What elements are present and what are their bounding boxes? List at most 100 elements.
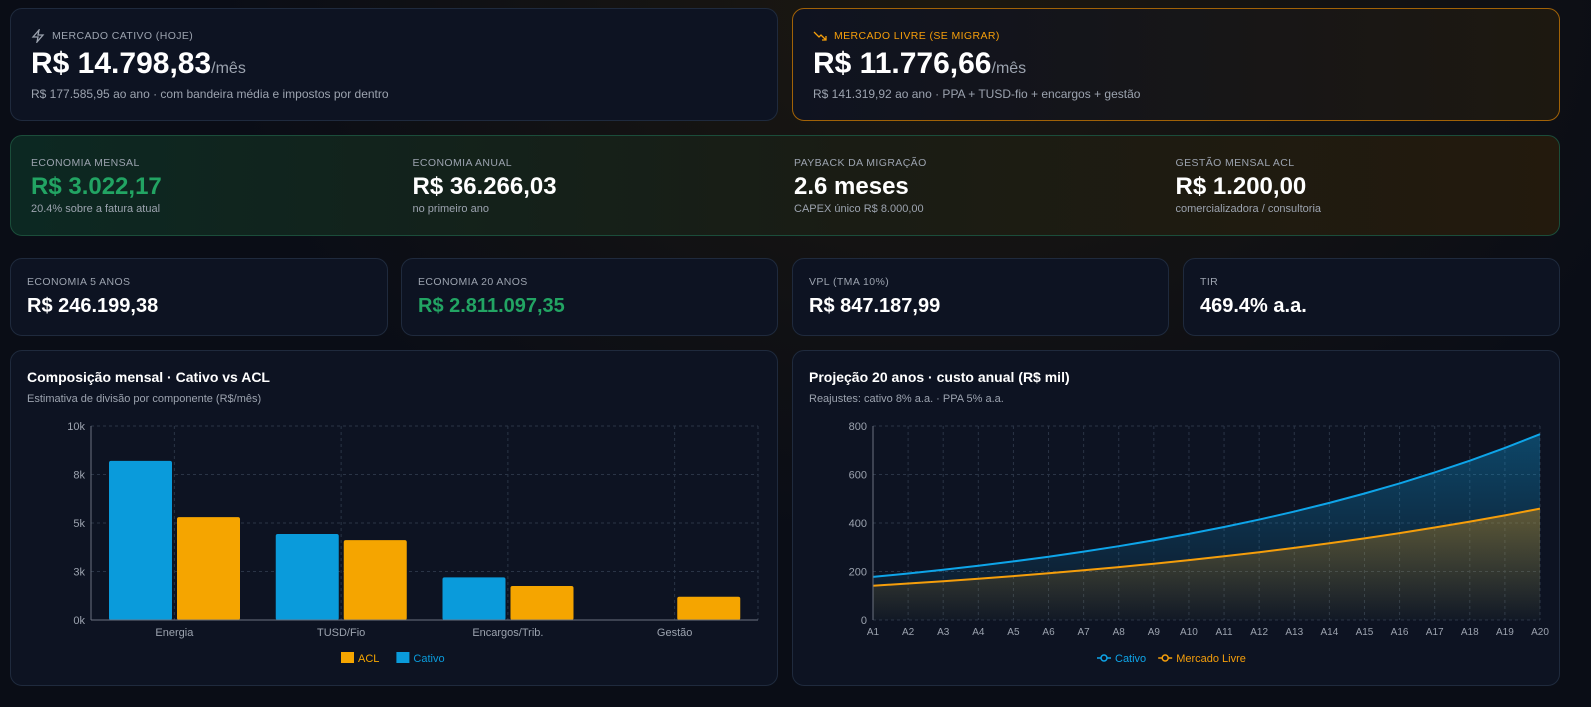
chart-title: Composição mensal · Cativo vs ACL: [27, 369, 270, 385]
x-tick-label: TUSD/Fio: [317, 627, 365, 639]
metric-card: ECONOMIA 5 ANOS R$ 246.199,38: [10, 258, 388, 336]
x-tick-label: A6: [1042, 627, 1055, 638]
x-tick-label: A16: [1391, 627, 1409, 638]
x-tick-label: A1: [867, 627, 880, 638]
y-tick-label: 0: [861, 615, 867, 627]
x-tick-label: A10: [1180, 627, 1198, 638]
y-tick-label: 400: [849, 518, 867, 530]
legend-label: Cativo: [413, 653, 444, 665]
x-tick-label: A11: [1216, 627, 1233, 638]
metric-card: ECONOMIA 20 ANOS R$ 2.811.097,35: [401, 258, 778, 336]
legend-swatch: [341, 652, 354, 663]
area: [873, 508, 1540, 620]
y-tick-label: 200: [849, 567, 867, 579]
metric-label: VPL (TMA 10%): [809, 276, 890, 288]
legend-label: Mercado Livre: [1176, 653, 1246, 665]
kpi-note: comercializadora / consultoria: [1175, 203, 1322, 215]
chart-subtitle: Estimativa de divisão por componente (R$…: [27, 393, 261, 405]
x-tick-label: A5: [1007, 627, 1020, 638]
legend-dot: [1161, 654, 1169, 662]
x-tick-label: Gestão: [657, 627, 692, 639]
card-note: R$ 177.585,95 ao ano · com bandeira médi…: [31, 87, 389, 101]
kpi-note: CAPEX único R$ 8.000,00: [794, 203, 924, 215]
metric-label: TIR: [1200, 276, 1219, 288]
x-tick-label: A18: [1461, 627, 1479, 638]
x-tick-label: A13: [1285, 627, 1303, 638]
x-tick-label: A12: [1250, 627, 1268, 638]
x-tick-label: A3: [937, 627, 950, 638]
card-note: R$ 141.319,92 ao ano · PPA + TUSD-fio + …: [813, 87, 1141, 101]
y-tick-label: 600: [849, 470, 867, 482]
x-tick-label: A19: [1496, 627, 1514, 638]
legend-label: ACL: [358, 653, 379, 665]
metric-value: 469.4% a.a.: [1200, 295, 1307, 317]
x-tick-label: A20: [1531, 627, 1549, 638]
kpi-label: PAYBACK DA MIGRAÇÃO: [794, 157, 927, 169]
bar: [442, 577, 506, 620]
line-panel: Projeção 20 anos · custo anual (R$ mil) R…: [792, 350, 1560, 686]
value: R$ 14.798,83: [31, 47, 212, 80]
line-chart: Projeção 20 anos · custo anual (R$ mil) R…: [809, 369, 1549, 665]
kpi-value: R$ 36.266,03: [412, 173, 557, 200]
metric-card: VPL (TMA 10%) R$ 847.187,99: [792, 258, 1169, 336]
legend-label: Cativo: [1115, 653, 1146, 665]
kpi-value: 2.6 meses: [794, 173, 909, 200]
x-tick-label: A15: [1356, 627, 1374, 638]
cativo-card: MERCADO CATIVO (HOJE) R$ 14.798,83/mês R…: [10, 8, 778, 121]
legend-dot: [1100, 654, 1108, 662]
card-value: R$ 14.798,83/mês: [31, 47, 246, 81]
kpi-note: no primeiro ano: [412, 203, 489, 215]
kpi-value: R$ 1.200,00: [1175, 173, 1307, 200]
x-tick-label: A7: [1078, 627, 1091, 638]
bar: [177, 517, 240, 620]
line: [872, 433, 1541, 578]
metric-value: R$ 2.811.097,35: [418, 295, 565, 317]
livre-card: MERCADO LIVRE (SE MIGRAR) R$ 11.776,66/m…: [792, 8, 1560, 121]
metric-value: R$ 847.187,99: [809, 295, 941, 317]
trend-icon: [813, 31, 827, 41]
x-tick-label: A2: [902, 627, 915, 638]
metric-label: ECONOMIA 5 ANOS: [27, 276, 131, 288]
card-value: R$ 11.776,66/mês: [813, 47, 1026, 81]
y-tick-label: 0k: [73, 615, 85, 627]
legend-swatch: [396, 652, 410, 663]
savings-strip: ECONOMIA MENSAL R$ 3.022,17 20.4% sobre a …: [10, 135, 1560, 236]
bar: [109, 460, 172, 620]
y-tick-label: 5k: [73, 518, 85, 530]
x-tick-label: Encargos/Trib.: [472, 627, 543, 639]
x-tick-label: A4: [972, 627, 985, 638]
x-tick-label: A9: [1148, 627, 1161, 638]
x-tick-label: A17: [1426, 627, 1444, 638]
bar: [677, 596, 741, 620]
kpi-label: ECONOMIA MENSAL: [31, 157, 140, 169]
y-tick-label: 800: [849, 421, 867, 433]
unit: /mês: [991, 60, 1027, 77]
chart-subtitle: Reajustes: cativo 8% a.a. · PPA 5% a.a.: [809, 393, 1004, 405]
unit: /mês: [211, 60, 246, 77]
card-label: MERCADO CATIVO (HOJE): [52, 30, 194, 42]
kpi-label: GESTÃO MENSAL ACL: [1175, 157, 1295, 169]
metric-label: ECONOMIA 20 ANOS: [418, 276, 528, 288]
y-tick-label: 3k: [73, 567, 85, 579]
x-tick-label: A14: [1320, 627, 1338, 638]
kpi-value: R$ 3.022,17: [31, 173, 162, 200]
bolt-icon: [31, 29, 45, 43]
kpi-note: 20.4% sobre a fatura atual: [31, 203, 161, 215]
chart-title: Projeção 20 anos · custo anual (R$ mil): [809, 369, 1070, 385]
kpi-label: ECONOMIA ANUAL: [412, 157, 513, 169]
metric-value: R$ 246.199,38: [27, 295, 159, 317]
bar: [343, 540, 407, 620]
bar-chart: Composição mensal · Cativo vs ACL Estimat…: [27, 369, 759, 665]
metric-card: TIR 469.4% a.a.: [1183, 258, 1560, 336]
bar: [275, 534, 339, 620]
line: [872, 507, 1541, 587]
value: R$ 11.776,66: [813, 47, 992, 80]
y-tick-label: 10k: [67, 421, 85, 433]
y-tick-label: 8k: [73, 470, 85, 482]
x-tick-label: Energia: [155, 627, 194, 639]
bar: [510, 586, 574, 620]
bar-panel: Composição mensal · Cativo vs ACL Estimat…: [10, 350, 778, 686]
card-label: MERCADO LIVRE (SE MIGRAR): [834, 30, 1000, 42]
x-tick-label: A8: [1113, 627, 1126, 638]
